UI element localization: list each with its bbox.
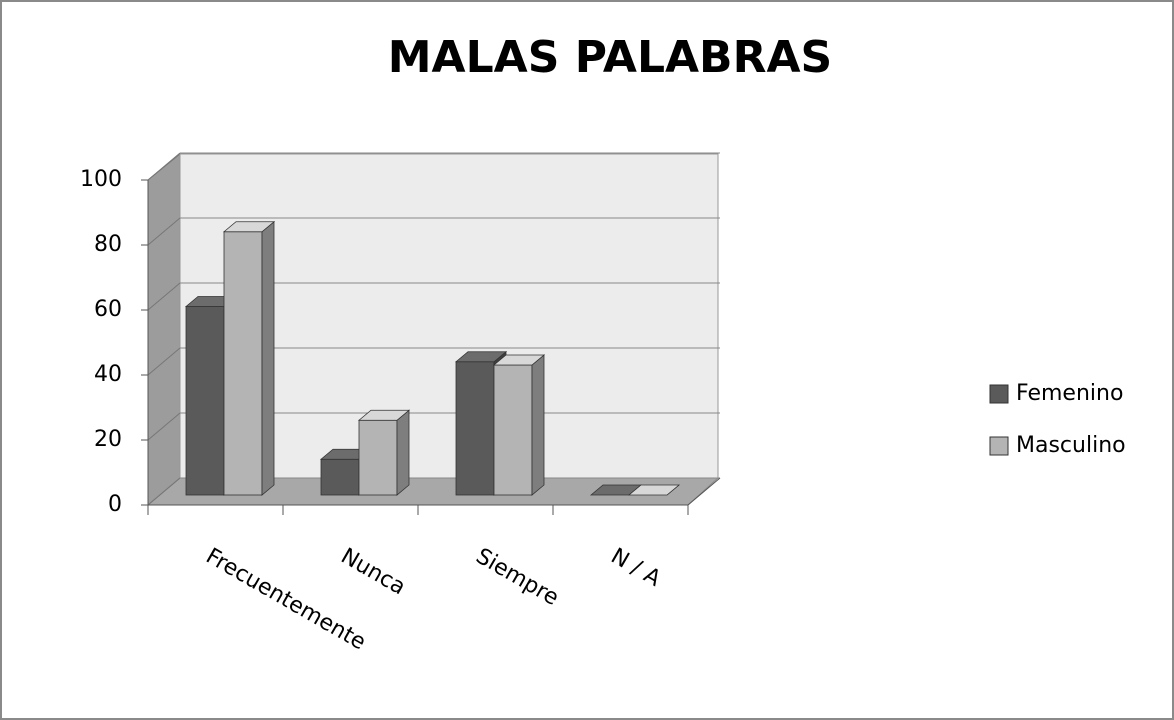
bar-top	[222, 221, 276, 233]
bar-front	[320, 458, 360, 496]
bar-front	[493, 364, 533, 496]
y-tick-label: 60	[94, 297, 122, 322]
bar-front	[223, 231, 263, 496]
legend-label: Masculino	[1016, 433, 1126, 458]
chart-title: MALAS PALABRAS	[388, 32, 832, 83]
bar-top	[492, 354, 546, 366]
y-tick-label: 0	[108, 492, 122, 517]
y-tick-label: 100	[80, 167, 122, 192]
bar-top	[357, 409, 411, 421]
y-tick-label: 40	[94, 362, 122, 387]
grid-line	[147, 217, 181, 246]
legend-swatch	[989, 384, 1009, 404]
bar-front	[185, 306, 225, 496]
grid-line	[147, 152, 181, 181]
grid-line	[147, 347, 181, 376]
bar-side	[261, 220, 275, 496]
bar-top	[454, 351, 508, 363]
bar-side	[531, 354, 545, 496]
bar-front	[358, 419, 398, 496]
grid-line	[147, 282, 181, 311]
bar-front	[455, 361, 495, 496]
y-tick-label: 20	[94, 427, 122, 452]
bar-top	[627, 484, 681, 496]
legend-swatch	[989, 436, 1009, 456]
y-tick-label: 80	[94, 232, 122, 257]
bar-side	[396, 409, 410, 496]
left-wall	[147, 152, 181, 507]
grid-line	[147, 412, 181, 441]
x-axis	[687, 477, 721, 506]
legend-label: Femenino	[1016, 381, 1123, 406]
grid-line	[147, 477, 181, 506]
